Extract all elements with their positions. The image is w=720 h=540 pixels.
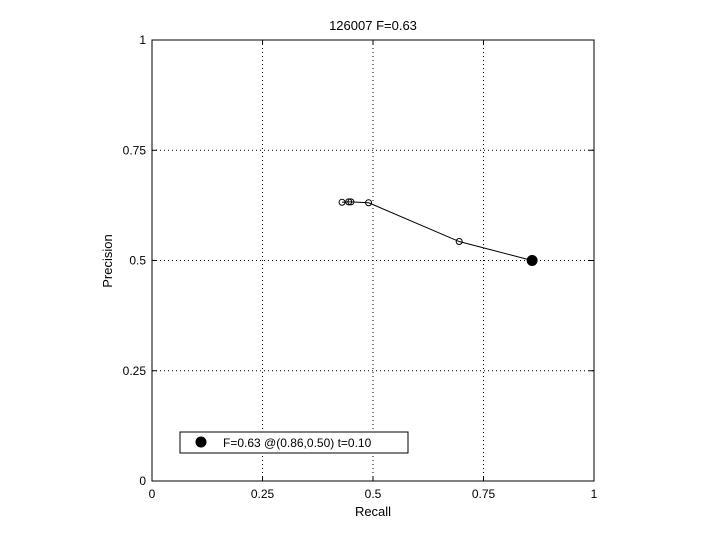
data-point — [365, 199, 373, 207]
data-point — [347, 198, 355, 206]
legend-label: F=0.63 @(0.86,0.50) t=0.10 — [223, 436, 372, 450]
y-tick-label: 1 — [139, 33, 146, 47]
x-axis-label: Recall — [355, 504, 391, 519]
axis-ticks: 0 0.25 0.5 0.75 1 0 0.25 0.5 0.75 1 — [123, 33, 598, 501]
y-tick-label: 0.5 — [129, 254, 146, 268]
y-axis-label: Precision — [100, 234, 115, 287]
legend: F=0.63 @(0.86,0.50) t=0.10 — [179, 431, 409, 454]
y-tick-label: 0 — [139, 474, 146, 488]
best-point-marker — [526, 255, 538, 266]
x-tick-label: 0 — [149, 487, 156, 501]
data-point — [455, 238, 463, 246]
legend-box — [179, 431, 409, 454]
legend-marker — [195, 436, 207, 448]
series-group — [338, 198, 538, 266]
y-tick-label: 0.25 — [123, 364, 147, 378]
chart-title: 126007 F=0.63 — [329, 18, 417, 33]
x-tick-label: 0.5 — [365, 487, 382, 501]
grid — [152, 40, 594, 481]
x-tick-label: 0.25 — [251, 487, 275, 501]
data-point — [338, 198, 346, 206]
data-point — [345, 198, 353, 206]
x-tick-label: 1 — [591, 487, 598, 501]
x-tick-label: 0.75 — [472, 487, 496, 501]
y-tick-label: 0.75 — [123, 143, 147, 157]
